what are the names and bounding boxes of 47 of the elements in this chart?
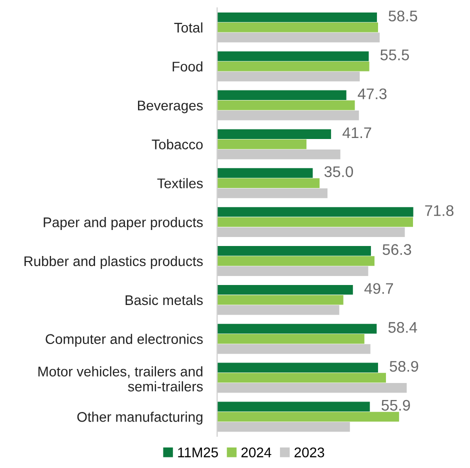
bar: [217, 246, 371, 256]
bar: [217, 256, 374, 266]
bar: [217, 168, 313, 178]
y-tick-label: Paper and paper products: [44, 217, 203, 230]
y-tick-label: Textiles: [157, 178, 203, 188]
y-tick-label: Other manufacturing: [77, 412, 202, 425]
bar: [217, 61, 370, 72]
bar: [217, 362, 378, 373]
bar: [217, 284, 353, 295]
y-tick-label: Beverages: [138, 100, 203, 114]
bar: [217, 334, 364, 344]
y-tick-label: Motor vehicles, trailers and semi-trailers: [38, 366, 203, 392]
data-label: 35.0: [324, 166, 353, 178]
bar: [217, 100, 355, 110]
y-tick-label: Basic metals: [126, 294, 203, 306]
bar: [217, 207, 414, 217]
data-label: 58.9: [390, 360, 418, 372]
legend-label: 2023: [294, 447, 324, 458]
bar: [217, 217, 414, 227]
data-label: 55.5: [380, 50, 409, 60]
data-label: 49.7: [364, 283, 393, 294]
y-tick-label: Food: [172, 61, 202, 72]
data-label: 58.5: [388, 10, 418, 22]
bar: [217, 12, 377, 22]
bar: [217, 139, 306, 150]
bar: [217, 178, 320, 188]
data-label: 71.8: [425, 205, 454, 216]
data-label: 56.3: [382, 244, 412, 255]
bar: [217, 412, 400, 422]
y-tick-label: Total: [174, 22, 202, 33]
bar: [217, 51, 369, 62]
bar: [217, 372, 386, 383]
y-tick-label: Rubber and plastics products: [24, 256, 203, 269]
y-tick-label: Computer and electronics: [46, 334, 203, 347]
bar: [217, 22, 378, 32]
legend-label: 2024: [241, 447, 272, 458]
bar: [217, 402, 370, 412]
data-label: 41.7: [342, 128, 372, 138]
bar: [217, 324, 377, 334]
data-label: 47.3: [358, 88, 387, 100]
bar: [217, 129, 332, 139]
bar: [217, 295, 344, 305]
y-tick-label: Tobacco: [152, 139, 203, 150]
data-label: 58.4: [388, 322, 418, 333]
data-label: 55.9: [382, 400, 410, 411]
legend-label: 11M25: [178, 447, 218, 458]
bar: [217, 90, 346, 100]
